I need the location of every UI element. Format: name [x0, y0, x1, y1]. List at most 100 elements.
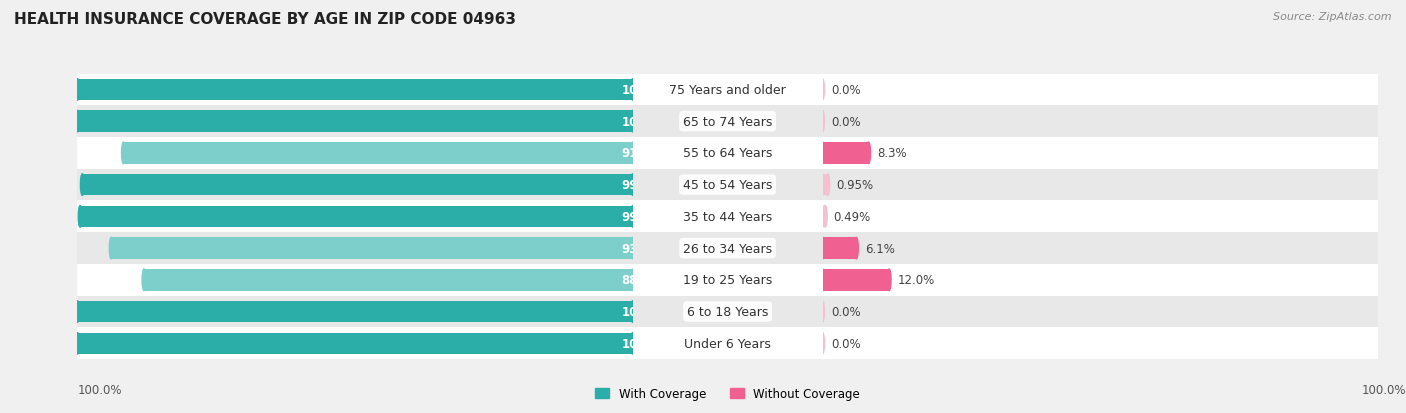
- Text: 91.7%: 91.7%: [621, 147, 662, 160]
- Text: 19 to 25 Years: 19 to 25 Years: [683, 274, 772, 287]
- Text: 99.1%: 99.1%: [621, 179, 662, 192]
- Circle shape: [121, 143, 125, 164]
- Bar: [633, 328, 823, 359]
- Text: 0.0%: 0.0%: [831, 305, 860, 318]
- Text: 100.0%: 100.0%: [621, 337, 671, 350]
- Text: 6.1%: 6.1%: [865, 242, 894, 255]
- Bar: [823, 106, 1378, 138]
- Circle shape: [855, 238, 858, 259]
- Bar: [77, 106, 633, 138]
- Circle shape: [821, 79, 824, 101]
- Text: 35 to 44 Years: 35 to 44 Years: [683, 210, 772, 223]
- Circle shape: [76, 111, 79, 133]
- Bar: [111, 238, 633, 259]
- Bar: [823, 328, 1378, 359]
- Bar: [633, 296, 823, 328]
- Text: 0.95%: 0.95%: [837, 179, 873, 192]
- Text: 12.0%: 12.0%: [897, 274, 935, 287]
- Text: 8.3%: 8.3%: [877, 147, 907, 160]
- Text: Under 6 Years: Under 6 Years: [685, 337, 770, 350]
- Text: 75 Years and older: 75 Years and older: [669, 84, 786, 97]
- Circle shape: [142, 269, 146, 291]
- Bar: [77, 296, 633, 328]
- Bar: [633, 169, 823, 201]
- Text: 100.0%: 100.0%: [621, 305, 671, 318]
- Bar: [77, 301, 633, 323]
- Circle shape: [887, 269, 891, 291]
- Bar: [633, 74, 823, 106]
- Bar: [633, 201, 823, 233]
- Bar: [77, 111, 633, 133]
- Bar: [823, 269, 889, 291]
- Text: 0.0%: 0.0%: [831, 337, 860, 350]
- Bar: [83, 174, 633, 196]
- Circle shape: [79, 206, 82, 228]
- Circle shape: [80, 174, 84, 196]
- Text: HEALTH INSURANCE COVERAGE BY AGE IN ZIP CODE 04963: HEALTH INSURANCE COVERAGE BY AGE IN ZIP …: [14, 12, 516, 27]
- Circle shape: [866, 143, 870, 164]
- Circle shape: [821, 174, 824, 196]
- Bar: [823, 201, 1378, 233]
- Bar: [77, 264, 633, 296]
- Circle shape: [631, 206, 634, 228]
- Text: 100.0%: 100.0%: [621, 115, 671, 128]
- Bar: [823, 296, 1378, 328]
- Text: 55 to 64 Years: 55 to 64 Years: [683, 147, 772, 160]
- Bar: [80, 206, 633, 228]
- Bar: [77, 79, 633, 101]
- Bar: [823, 74, 1378, 106]
- Circle shape: [821, 301, 824, 323]
- Text: 0.0%: 0.0%: [831, 115, 860, 128]
- Bar: [124, 143, 633, 164]
- Circle shape: [631, 333, 634, 354]
- Text: 93.9%: 93.9%: [621, 242, 662, 255]
- Bar: [823, 233, 1378, 264]
- Circle shape: [631, 174, 634, 196]
- Bar: [143, 269, 633, 291]
- Circle shape: [821, 111, 824, 133]
- Circle shape: [631, 111, 634, 133]
- Text: 100.0%: 100.0%: [1361, 384, 1406, 396]
- Circle shape: [76, 79, 79, 101]
- Circle shape: [631, 301, 634, 323]
- Text: 88.0%: 88.0%: [621, 274, 662, 287]
- Circle shape: [821, 143, 824, 164]
- Text: Source: ZipAtlas.com: Source: ZipAtlas.com: [1274, 12, 1392, 22]
- Bar: [633, 233, 823, 264]
- Circle shape: [631, 269, 634, 291]
- Circle shape: [76, 301, 79, 323]
- Text: 0.49%: 0.49%: [834, 210, 870, 223]
- Text: 65 to 74 Years: 65 to 74 Years: [683, 115, 772, 128]
- Bar: [823, 169, 1378, 201]
- Bar: [77, 74, 633, 106]
- Circle shape: [821, 333, 824, 354]
- Bar: [633, 264, 823, 296]
- Legend: With Coverage, Without Coverage: With Coverage, Without Coverage: [591, 382, 865, 405]
- Circle shape: [76, 333, 79, 354]
- Bar: [77, 169, 633, 201]
- Circle shape: [821, 206, 824, 228]
- Bar: [823, 138, 1378, 169]
- Bar: [77, 333, 633, 354]
- Bar: [77, 138, 633, 169]
- Bar: [823, 206, 825, 228]
- Bar: [633, 138, 823, 169]
- Bar: [823, 264, 1378, 296]
- Bar: [77, 201, 633, 233]
- Circle shape: [631, 79, 634, 101]
- Text: 45 to 54 Years: 45 to 54 Years: [683, 179, 772, 192]
- Bar: [823, 238, 856, 259]
- Text: 99.5%: 99.5%: [621, 210, 662, 223]
- Circle shape: [824, 206, 827, 228]
- Text: 0.0%: 0.0%: [831, 84, 860, 97]
- Bar: [823, 143, 869, 164]
- Text: 6 to 18 Years: 6 to 18 Years: [688, 305, 768, 318]
- Circle shape: [631, 238, 634, 259]
- Text: 26 to 34 Years: 26 to 34 Years: [683, 242, 772, 255]
- Circle shape: [110, 238, 112, 259]
- Bar: [633, 106, 823, 138]
- Circle shape: [825, 174, 830, 196]
- Text: 100.0%: 100.0%: [621, 84, 671, 97]
- Bar: [823, 174, 828, 196]
- Circle shape: [821, 238, 824, 259]
